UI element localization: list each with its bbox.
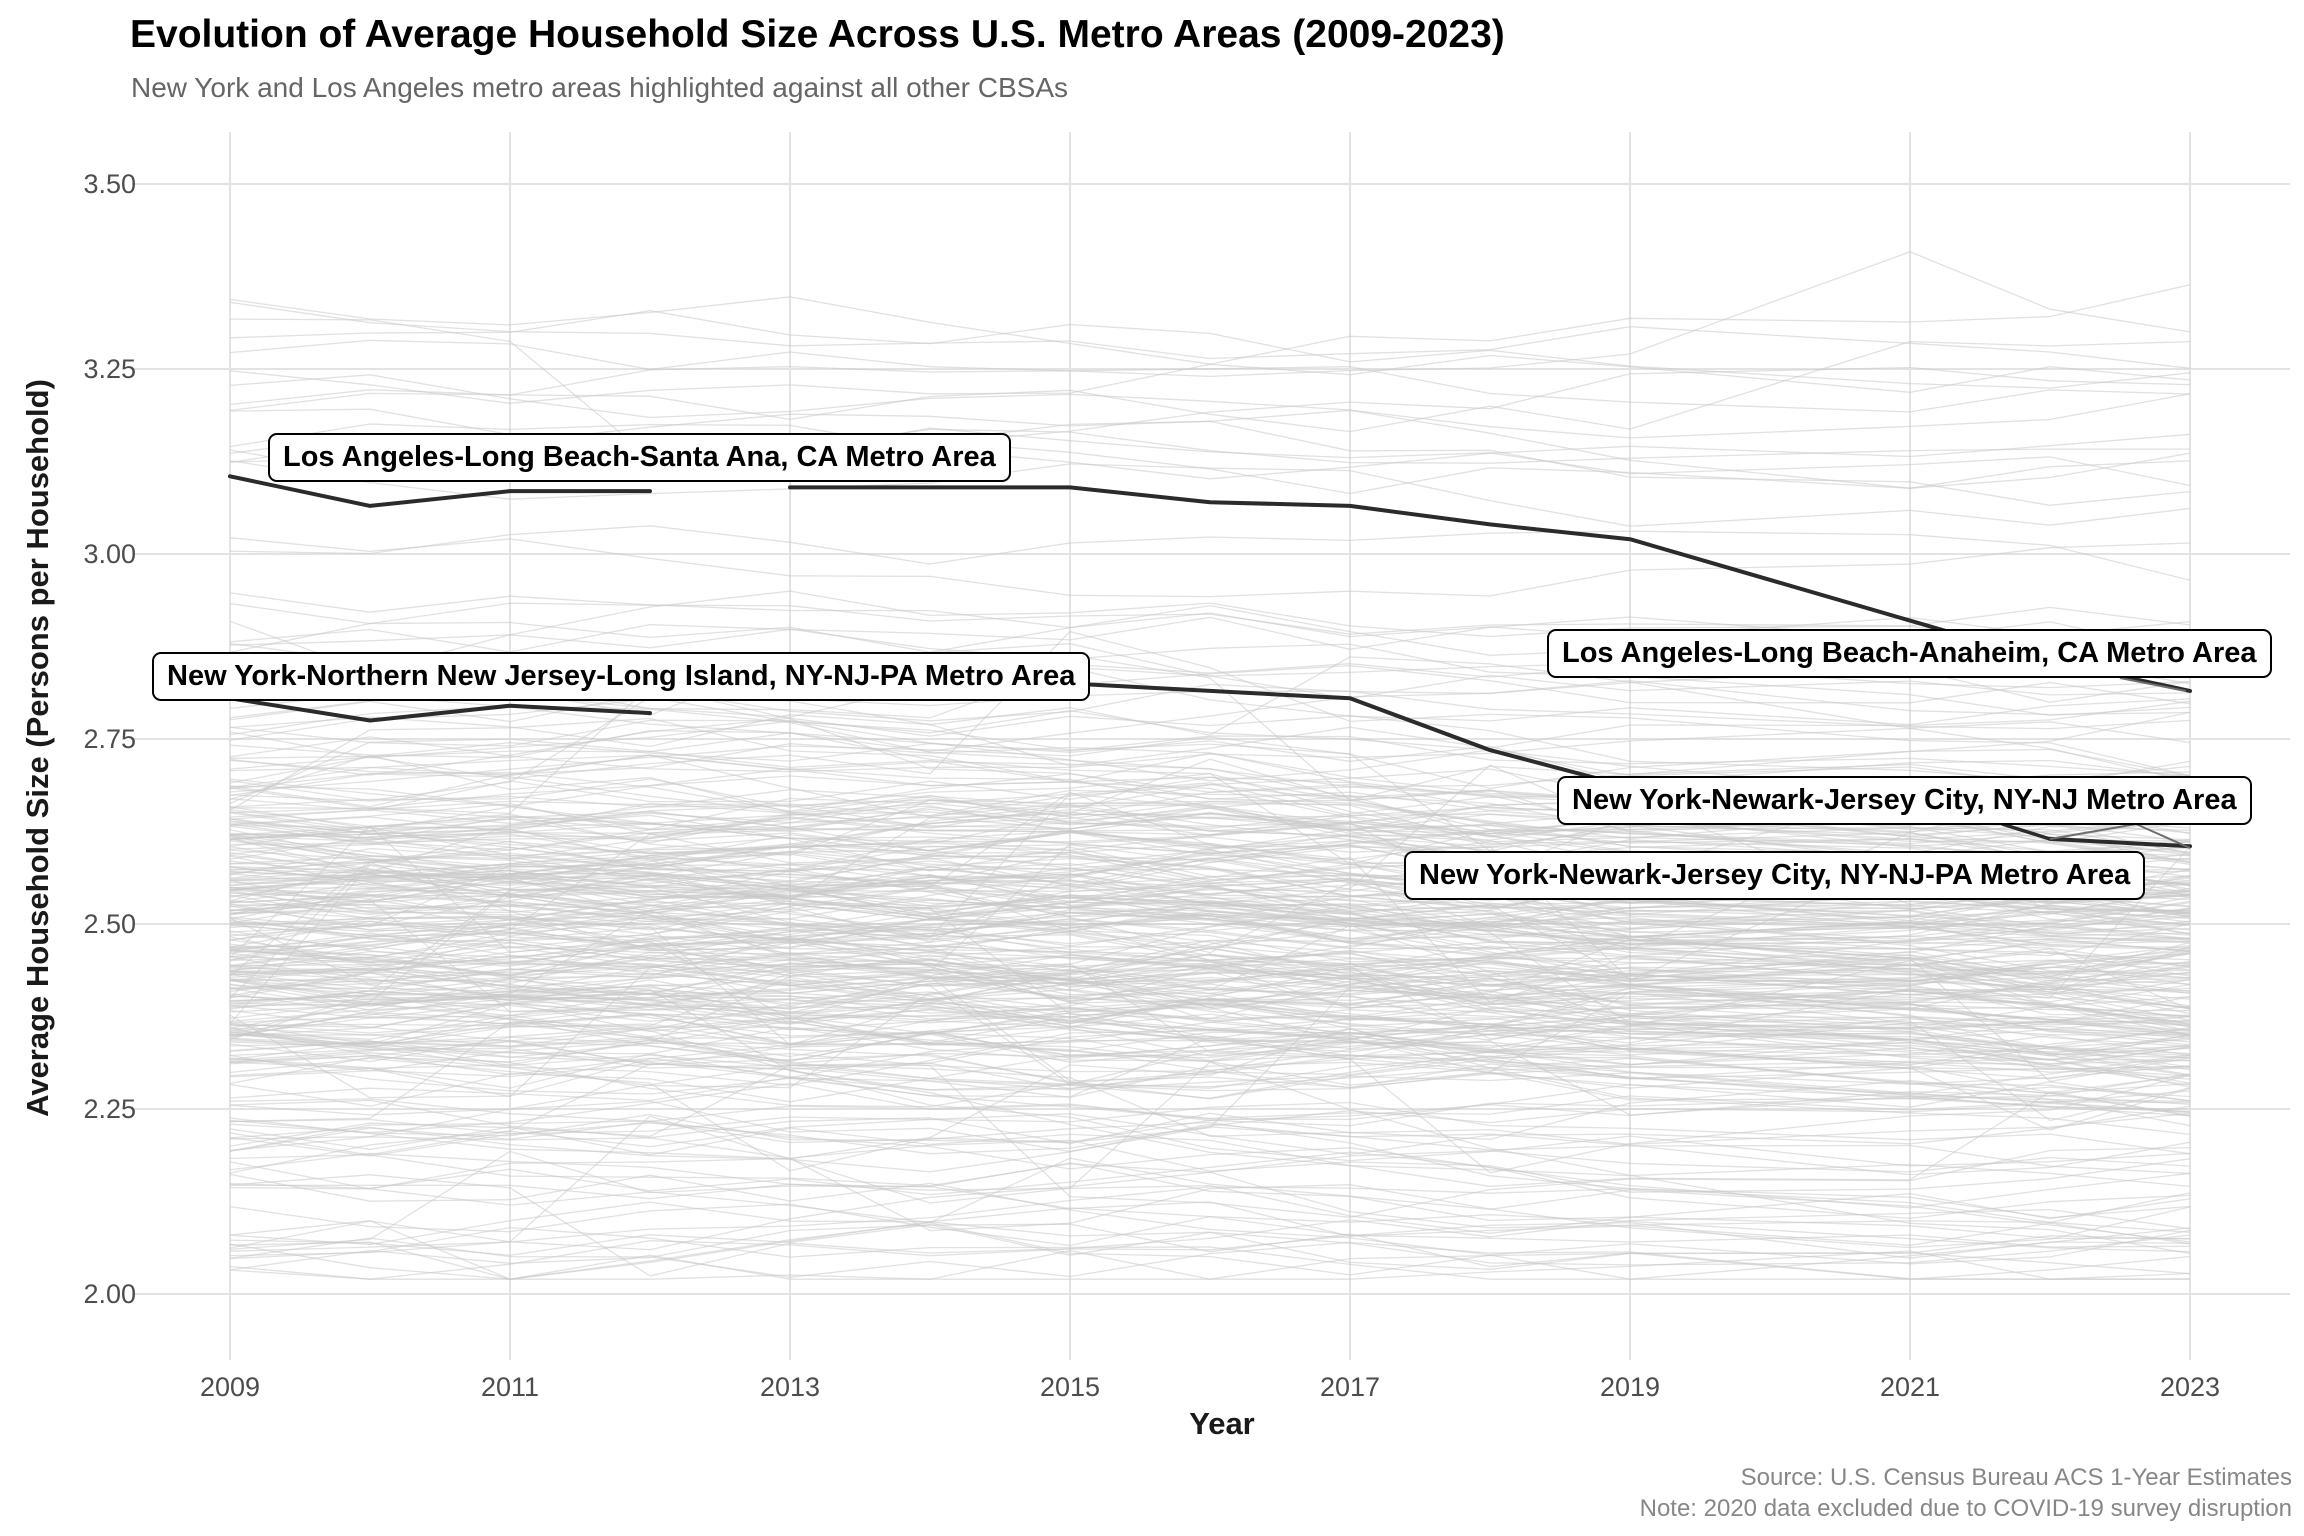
y-tick-label: 2.00 xyxy=(83,1279,136,1309)
series-la_old xyxy=(228,474,652,508)
x-tick-label: 2021 xyxy=(1879,1372,1941,1402)
x-axis-title: Year xyxy=(1189,1406,1255,1441)
label-ny-nj-pa: New York-Newark-Jersey City, NY-NJ-PA Me… xyxy=(1404,851,2146,900)
y-tick-label: 3.25 xyxy=(83,354,136,384)
label-la-anaheim: Los Angeles-Long Beach-Anaheim, CA Metro… xyxy=(1547,629,2272,678)
x-tick-label: 2023 xyxy=(2159,1372,2221,1402)
caption-note-line: Note: 2020 data excluded due to COVID-19… xyxy=(1639,1495,2292,1522)
x-tick-label: 2009 xyxy=(199,1372,261,1402)
x-tick-label: 2017 xyxy=(1319,1372,1381,1402)
series-ny_new xyxy=(2048,836,2192,849)
caption-source-line: Source: U.S. Census Bureau ACS 1-Year Es… xyxy=(1740,1464,2292,1491)
x-tick-label: 2013 xyxy=(759,1372,821,1402)
gridlines xyxy=(132,132,2290,1360)
chart-title: Evolution of Average Household Size Acro… xyxy=(130,13,1505,56)
label-la-santa-ana: Los Angeles-Long Beach-Santa Ana, CA Met… xyxy=(268,433,1011,482)
x-tick-label: 2015 xyxy=(1039,1372,1101,1402)
series-ny_old xyxy=(228,696,652,723)
y-tick-label: 3.00 xyxy=(83,539,136,569)
label-connectors xyxy=(2001,677,2191,849)
y-tick-label: 2.25 xyxy=(83,1094,136,1124)
caption: Source: U.S. Census Bureau ACS 1-Year Es… xyxy=(1640,1462,2292,1524)
y-tick-label: 3.50 xyxy=(83,169,136,199)
chart-subtitle: New York and Los Angeles metro areas hig… xyxy=(131,72,1069,103)
y-tick-label: 2.75 xyxy=(83,724,136,754)
background-lines xyxy=(229,251,2191,1280)
x-axis-title-row: Year xyxy=(0,1406,2304,1442)
x-tick-label: 2011 xyxy=(480,1372,540,1402)
label-ny-nj: New York-Newark-Jersey City, NY-NJ Metro… xyxy=(1557,776,2252,825)
y-tick-label: 2.50 xyxy=(83,909,136,939)
label-ny-northern-nj: New York-Northern New Jersey-Long Island… xyxy=(152,652,1091,701)
x-tick-label: 2019 xyxy=(1599,1372,1661,1402)
